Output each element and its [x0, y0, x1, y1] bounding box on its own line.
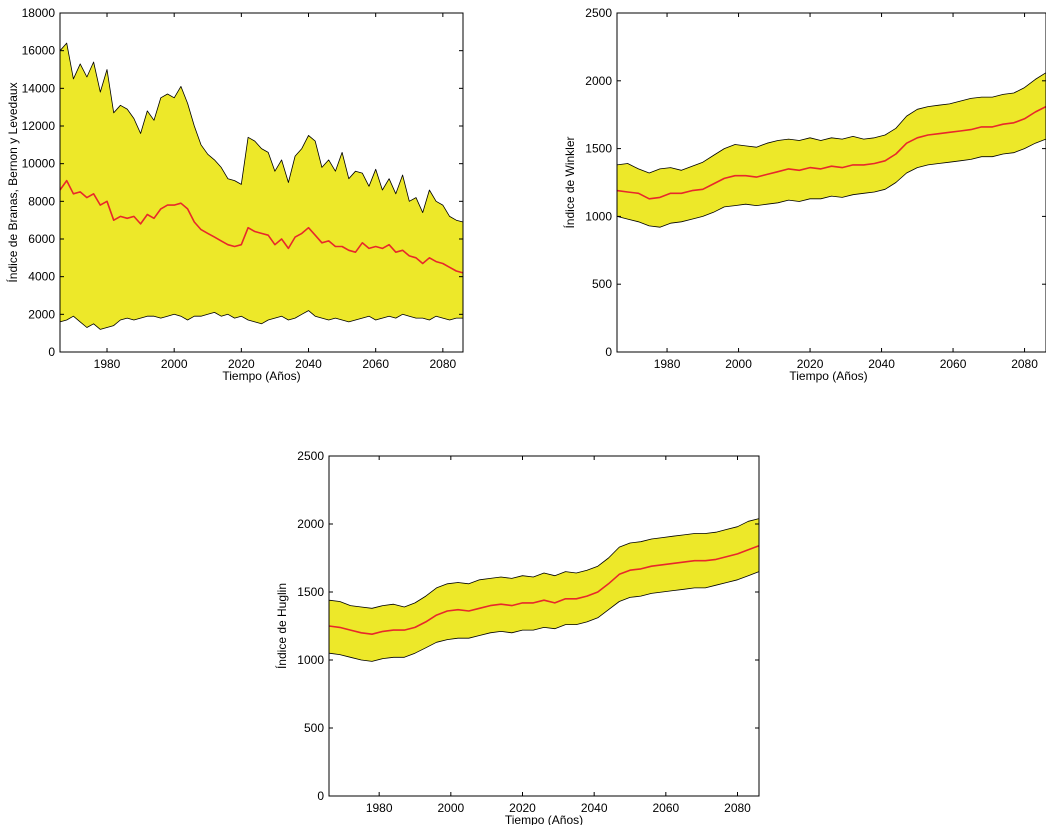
chart-winkler: 1980 2000 2020 2040 2060 2080 0 500 1000 1500 2000… [562, 6, 1046, 383]
y-tick-label: 14000 [22, 81, 56, 95]
y-tick-label: 500 [304, 721, 324, 735]
y-tick-label: 16000 [22, 44, 56, 58]
y-axis-label: Índice de Branas, Bernon y Levedaux [5, 82, 20, 282]
x-tick-label: 2020 [797, 357, 824, 371]
x-tick-label: 2040 [581, 801, 608, 815]
chart-bbl: 1980 2000 2020 2040 2060 2080 0 2000 4000 6000 800… [5, 6, 464, 383]
x-tick-label: 2040 [868, 357, 895, 371]
x-axis-label: Tiempo (Años) [789, 369, 867, 383]
y-tick-label: 2000 [297, 517, 324, 531]
y-tick-label: 0 [48, 345, 55, 359]
y-tick-label: 1500 [297, 585, 324, 599]
x-tick-label: 2000 [725, 357, 752, 371]
x-tick-label: 2000 [161, 357, 188, 371]
y-tick-label: 0 [317, 789, 324, 803]
y-tick-label: 4000 [28, 270, 55, 284]
y-tick-label: 18000 [22, 6, 56, 20]
y-axis-label: Índice de Huglin [274, 583, 289, 669]
x-tick-label: 2020 [228, 357, 255, 371]
x-tick-label: 2060 [940, 357, 967, 371]
x-tick-label: 2020 [509, 801, 536, 815]
x-tick-label: 2060 [652, 801, 679, 815]
y-tick-label: 10000 [22, 157, 56, 171]
chart-huglin: 1980 2000 2020 2040 2060 2080 0 500 1000 1500 2000… [274, 449, 760, 825]
y-tick-label: 1500 [585, 142, 612, 156]
y-tick-label: 2500 [297, 449, 324, 463]
median-line [59, 179, 464, 274]
uncertainty-band [329, 518, 759, 662]
x-tick-label: 2040 [295, 357, 322, 371]
y-tick-label: 0 [605, 345, 612, 359]
y-tick-label: 12000 [22, 119, 56, 133]
x-axis-label: Tiempo (Años) [222, 369, 300, 383]
x-tick-label: 2080 [724, 801, 751, 815]
uncertainty-band [60, 43, 463, 330]
median-line [328, 545, 760, 635]
y-tick-label: 6000 [28, 232, 55, 246]
uncertainty-band [617, 72, 1046, 228]
x-tick-label: 2080 [1011, 357, 1038, 371]
x-tick-label: 2080 [429, 357, 456, 371]
lower-bound-line [328, 571, 760, 662]
lower-bound-line [59, 310, 463, 330]
x-tick-label: 2060 [362, 357, 389, 371]
plot-frame [616, 12, 1046, 353]
plot-frame [59, 12, 464, 353]
lower-bound-line [616, 138, 1046, 228]
upper-bound-line [328, 518, 760, 609]
y-tick-label: 2000 [585, 74, 612, 88]
x-tick-label: 1980 [366, 801, 393, 815]
x-tick-label: 2000 [437, 801, 464, 815]
y-axis-label: Índice de Winkler [562, 136, 577, 228]
plot-frame [328, 455, 760, 797]
x-tick-label: 1980 [654, 357, 681, 371]
x-tick-label: 1980 [94, 357, 121, 371]
y-tick-label: 8000 [28, 194, 55, 208]
y-tick-label: 2500 [585, 6, 612, 20]
upper-bound-line [59, 42, 464, 223]
y-tick-label: 500 [592, 277, 612, 291]
upper-bound-line [616, 72, 1046, 174]
x-axis-label: Tiempo (Años) [505, 813, 583, 825]
y-tick-label: 2000 [28, 307, 55, 321]
y-tick-label: 1000 [585, 209, 612, 223]
y-tick-label: 1000 [297, 653, 324, 667]
median-line [616, 105, 1046, 200]
